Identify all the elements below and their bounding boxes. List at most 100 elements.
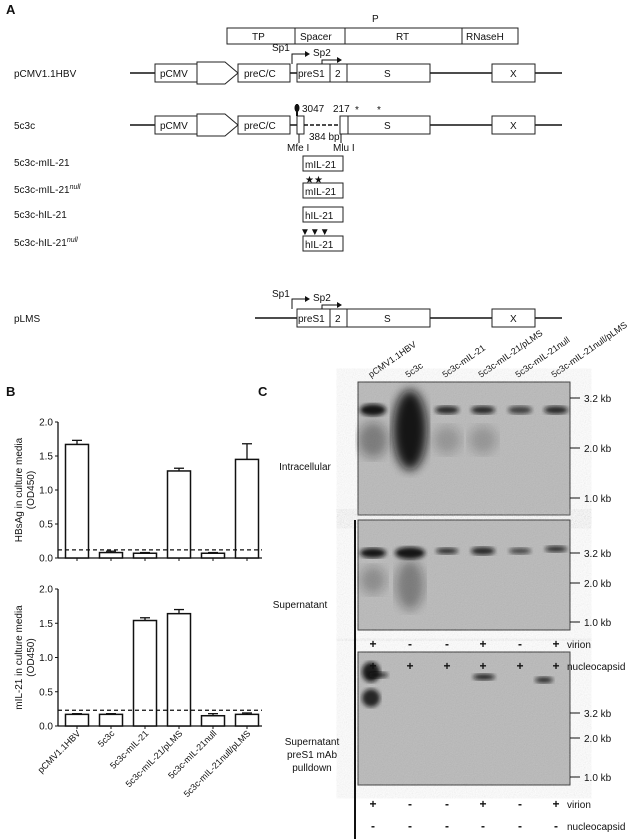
- y-axis-label: HBsAg in culture media: [14, 437, 25, 542]
- sign: +: [406, 659, 413, 673]
- row-label: virion: [567, 800, 591, 811]
- bar: [200, 552, 226, 559]
- position-217: 217: [333, 104, 350, 115]
- sign: +: [479, 637, 486, 651]
- band: [473, 674, 495, 680]
- marker-label: 2.0 kb: [584, 579, 612, 590]
- polymerase-domains: P TP Spacer RT RNaseH: [226, 14, 519, 45]
- construct-label: 5c3c: [14, 121, 35, 132]
- sign: -: [408, 797, 412, 811]
- sign: -: [408, 637, 412, 651]
- band: [360, 566, 386, 594]
- bar: [234, 458, 260, 559]
- bar: [132, 552, 158, 559]
- sign: +: [479, 797, 486, 811]
- sign: -: [408, 819, 412, 833]
- prec-label: preC/C: [244, 121, 276, 132]
- band: [508, 406, 532, 414]
- lane-label: 5c3c: [403, 360, 425, 379]
- domain-spacer: Spacer: [300, 32, 332, 43]
- insert-boxes: mIL-21 ★★ mIL-21 hIL-21 ▼▼▼ hIL-21: [300, 155, 344, 252]
- pres2-label: 2: [335, 314, 341, 325]
- sign: -: [518, 819, 522, 833]
- band: [545, 546, 567, 552]
- blot-label: pulldown: [292, 763, 331, 774]
- pres1-label: preS1: [298, 69, 325, 80]
- pres1-label: preS1: [298, 314, 325, 325]
- domain-tp: TP: [252, 32, 265, 43]
- mutation-stars: ★★: [305, 175, 323, 186]
- panel-label-c: C: [258, 384, 268, 399]
- band: [368, 672, 388, 678]
- panel-label-a: A: [6, 2, 16, 17]
- sign: +: [369, 797, 376, 811]
- sign: +: [479, 659, 486, 673]
- sign: +: [552, 659, 559, 673]
- map-5c3c: pCMV preC/C S X 3047 217 * * 384 bp Mfe I…: [130, 104, 562, 154]
- band: [435, 406, 459, 414]
- marker-label: 1.0 kb: [584, 494, 612, 505]
- y-tick-label: 1.5: [39, 452, 53, 463]
- x-tick-label: 5c3c-mIL-21null/pLMS: [182, 728, 253, 799]
- y-tick-label: 0.0: [39, 554, 53, 565]
- bar: [234, 713, 260, 727]
- y-tick-label: 1.5: [39, 619, 53, 630]
- band: [395, 547, 425, 559]
- mfe-label: Mfe I: [287, 143, 309, 154]
- sign: +: [552, 797, 559, 811]
- sign: +: [369, 637, 376, 651]
- y-axis-unit: (OD450): [26, 471, 37, 509]
- pres2-label: 2: [335, 69, 341, 80]
- row-label: nucleocapsid: [567, 662, 625, 673]
- map-plms: preS1 2 S X Sp1 Sp2: [255, 289, 562, 328]
- bar: [200, 714, 226, 727]
- band: [471, 547, 495, 555]
- mutation-triangles: ▼▼▼: [300, 227, 330, 238]
- sign: -: [445, 797, 449, 811]
- intracellular-blot-texture: [358, 382, 570, 515]
- y-tick-label: 0.5: [39, 687, 53, 698]
- sign: -: [481, 819, 485, 833]
- polymerase-label: P: [372, 14, 379, 25]
- band: [362, 689, 380, 707]
- y-tick-label: 1.0: [39, 653, 53, 664]
- s-label: S: [384, 69, 391, 80]
- sign: -: [518, 797, 522, 811]
- deletion-label: 384 bp: [309, 132, 340, 143]
- sp2-label: Sp2: [313, 293, 331, 304]
- hbsag-bar-chart: 0.0 0.5 1.0 1.5 2.0 HBsAg in culture media (OD…: [14, 418, 262, 565]
- x-tick-label: pCMV1.1HBV: [36, 728, 83, 775]
- band: [360, 404, 386, 416]
- construct-label: 5c3c-mIL-21: [14, 158, 70, 169]
- band: [360, 548, 386, 558]
- band: [471, 406, 495, 414]
- row-label: nucleocapsid: [567, 822, 625, 833]
- blot-label: Intracellular: [279, 462, 331, 473]
- band: [436, 548, 458, 554]
- sign: +: [443, 659, 450, 673]
- bar: [166, 612, 192, 727]
- mil21-bar-chart: 0.0 0.5 1.0 1.5 2.0 pCMV1.1HBV 5c3c 5c3c-mIL-21…: [14, 585, 262, 799]
- construct-label: 5c3c-hIL-21null: [14, 237, 78, 249]
- x-tick-label: 5c3c: [96, 728, 117, 749]
- pcmv-label: pCMV: [160, 121, 188, 132]
- bar: [64, 443, 90, 559]
- insert-label: mIL-21: [305, 160, 337, 171]
- insert-label: hIL-21: [305, 240, 334, 251]
- blot-label: Supernatant: [273, 600, 328, 611]
- y-tick-label: 1.0: [39, 486, 53, 497]
- band: [535, 677, 553, 683]
- construct-label: pCMV1.1HBV: [14, 69, 77, 80]
- mlu-label: Mlu I: [333, 143, 355, 154]
- sign: -: [445, 637, 449, 651]
- row-label: virion: [567, 640, 591, 651]
- y-tick-label: 0.0: [39, 722, 53, 733]
- construct-label: 5c3c-hIL-21: [14, 210, 67, 221]
- band: [509, 548, 531, 554]
- marker-label: 3.2 kb: [584, 394, 612, 405]
- position-3047: 3047: [302, 104, 325, 115]
- sign: +: [369, 659, 376, 673]
- sp1-label: Sp1: [272, 43, 290, 54]
- sign: +: [552, 637, 559, 651]
